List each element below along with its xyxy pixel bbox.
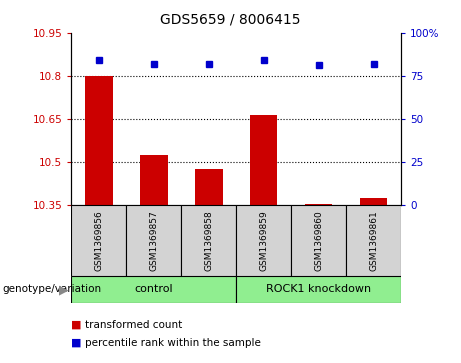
Bar xyxy=(181,205,236,276)
Text: ROCK1 knockdown: ROCK1 knockdown xyxy=(266,285,371,294)
Bar xyxy=(140,155,168,205)
Bar xyxy=(250,115,278,205)
Text: GSM1369861: GSM1369861 xyxy=(369,210,378,271)
Bar xyxy=(236,205,291,276)
Text: ▶: ▶ xyxy=(59,283,68,296)
Text: percentile rank within the sample: percentile rank within the sample xyxy=(85,338,261,348)
Text: GSM1369856: GSM1369856 xyxy=(95,210,103,271)
Text: ■: ■ xyxy=(71,338,82,348)
Text: GSM1369859: GSM1369859 xyxy=(259,210,268,271)
Bar xyxy=(71,276,236,303)
Text: transformed count: transformed count xyxy=(85,320,183,330)
Bar xyxy=(305,204,332,205)
Text: GSM1369857: GSM1369857 xyxy=(149,210,159,271)
Bar xyxy=(360,198,387,205)
Text: GDS5659 / 8006415: GDS5659 / 8006415 xyxy=(160,13,301,27)
Text: ■: ■ xyxy=(71,320,82,330)
Bar xyxy=(195,169,223,205)
Bar xyxy=(85,76,112,205)
Text: GSM1369860: GSM1369860 xyxy=(314,210,323,271)
Bar xyxy=(346,205,401,276)
Text: control: control xyxy=(135,285,173,294)
Text: GSM1369858: GSM1369858 xyxy=(204,210,213,271)
Bar xyxy=(126,205,181,276)
Text: genotype/variation: genotype/variation xyxy=(2,285,101,294)
Bar xyxy=(71,205,126,276)
Bar xyxy=(236,276,401,303)
Bar xyxy=(291,205,346,276)
